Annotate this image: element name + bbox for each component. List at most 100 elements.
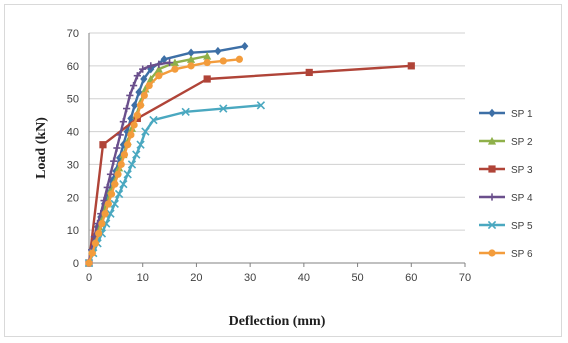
series-5-point-17-b (256, 101, 266, 110)
series-6 (85, 55, 243, 267)
legend-item-6: SP 6 (479, 249, 533, 260)
series-5-point-11 (132, 150, 141, 159)
series-5-point-13 (141, 127, 150, 136)
series-3-point-1 (99, 141, 107, 149)
legend-item-1: SP 1 (479, 108, 533, 120)
series-1 (85, 41, 249, 268)
series-6-point-4 (98, 219, 106, 228)
y-tick-label-60: 60 (67, 61, 79, 73)
series-5-point-10 (127, 160, 137, 169)
legend-swatch-marker-5-b (487, 220, 497, 230)
series-6-point-8 (111, 180, 119, 188)
y-tick-label-70: 70 (67, 28, 79, 40)
series-6-point-2 (91, 239, 100, 247)
legend-label-3: SP 3 (511, 165, 533, 176)
legend-label-6: SP 6 (511, 249, 533, 260)
series-4-point-14 (129, 81, 138, 90)
series-5-point-9-b (123, 170, 132, 179)
series-6-point-17 (140, 91, 148, 100)
series-4-point-7 (106, 170, 115, 178)
series-5-point-16 (219, 104, 228, 113)
series-6-point-18 (145, 81, 153, 90)
legend: SP 1 SP 2 SP 3 SP 4 SP 5 SP 6 (479, 108, 533, 260)
series-6-point-5 (101, 210, 109, 218)
series-5-point-16-b (219, 104, 228, 113)
series-6-point-0 (85, 259, 93, 267)
series-1-point-15 (140, 74, 148, 84)
series-6-point-21 (187, 62, 195, 70)
legend-swatch-marker-3 (488, 165, 496, 173)
series-6-point-23 (219, 57, 227, 65)
series-3-point-3 (203, 75, 211, 83)
series-4-point-5 (100, 196, 108, 205)
series-5-point-6-b (110, 199, 119, 209)
series-1-point-19 (214, 46, 222, 56)
x-tick-label-10: 10 (137, 272, 149, 284)
series-4-point-17 (147, 62, 155, 70)
y-tick-label-50: 50 (67, 94, 79, 106)
series-6-point-20 (171, 65, 179, 73)
series-4-point-19 (165, 58, 174, 67)
series-4-point-16 (139, 65, 147, 73)
series-5-point-10-b (127, 160, 137, 169)
legend-item-5: SP 5 (479, 220, 533, 232)
series-6-point-3 (95, 229, 103, 238)
legend-swatch-marker-2 (487, 136, 497, 145)
x-tick-label-0: 0 (86, 272, 92, 284)
y-axis-title: Load (kN) (34, 117, 49, 179)
legend-item-2: SP 2 (479, 136, 533, 148)
series-6-point-13 (127, 131, 135, 139)
x-axis-title: Deflection (mm) (229, 314, 326, 329)
series-2-point-18 (186, 55, 196, 63)
series-4-point-9 (113, 144, 121, 152)
series-5-point-12-b (136, 140, 145, 149)
series-1-point-13 (131, 101, 139, 110)
x-tick-label-50: 50 (351, 272, 363, 284)
series-5-point-15-b (181, 107, 190, 117)
series-5-point-14 (149, 115, 158, 125)
series-5 (84, 101, 266, 268)
series-5-point-12 (136, 140, 145, 149)
legend-label-5: SP 5 (511, 221, 533, 232)
y-tick-label-30: 30 (67, 159, 79, 171)
y-tick-label-40: 40 (67, 127, 79, 139)
series-5-point-11-b (132, 150, 141, 159)
x-tick-label-70: 70 (459, 272, 471, 284)
series-5-point-6 (110, 199, 119, 209)
series-6-point-15 (133, 111, 141, 119)
legend-item-3: SP 3 (479, 165, 533, 176)
series-6-point-11 (120, 150, 129, 159)
series-5-point-14-b (149, 115, 158, 125)
legend-label-2: SP 2 (511, 137, 533, 148)
tick-labels: 0 10 20 30 40 50 60 70 0 10 20 30 40 50 60 70 (67, 28, 471, 284)
series-1-point-20 (241, 41, 249, 51)
series-4-point-10 (116, 131, 124, 139)
x-tick-label-40: 40 (298, 272, 310, 284)
series-5-point-8 (119, 179, 128, 189)
chart-frame: 0 10 20 30 40 50 60 70 0 10 20 30 40 50 60 70 Deflectio… (4, 4, 562, 337)
series-5-point-5-b (106, 209, 115, 218)
series-6-point-12 (124, 141, 132, 149)
x-tick-label-30: 30 (244, 272, 256, 284)
series-5-point-17 (256, 101, 266, 110)
series-1-point-14 (135, 87, 143, 97)
series-4-point-13 (126, 91, 134, 100)
series-5-point-8-b (119, 179, 128, 189)
series-1-point-17 (160, 55, 168, 64)
series-4-point-12 (123, 104, 131, 113)
series-6-point-16 (136, 101, 145, 109)
legend-item-4: SP 4 (479, 193, 533, 204)
series-1-point-18 (187, 48, 195, 57)
legend-swatch-marker-5 (487, 220, 497, 230)
series-6-point-19 (155, 72, 163, 80)
legend-swatch-marker-6 (488, 249, 496, 257)
series-5-point-9 (123, 170, 132, 179)
series-2-point-16 (154, 65, 163, 73)
legend-label-4: SP 4 (511, 193, 533, 204)
legend-swatch-marker-1 (488, 108, 496, 118)
series-6-point-9 (114, 170, 122, 178)
series-4-point-11 (119, 118, 127, 126)
series-5-point-15 (181, 107, 190, 117)
series-4-point-8 (110, 157, 118, 165)
series-4-point-18 (155, 60, 163, 68)
